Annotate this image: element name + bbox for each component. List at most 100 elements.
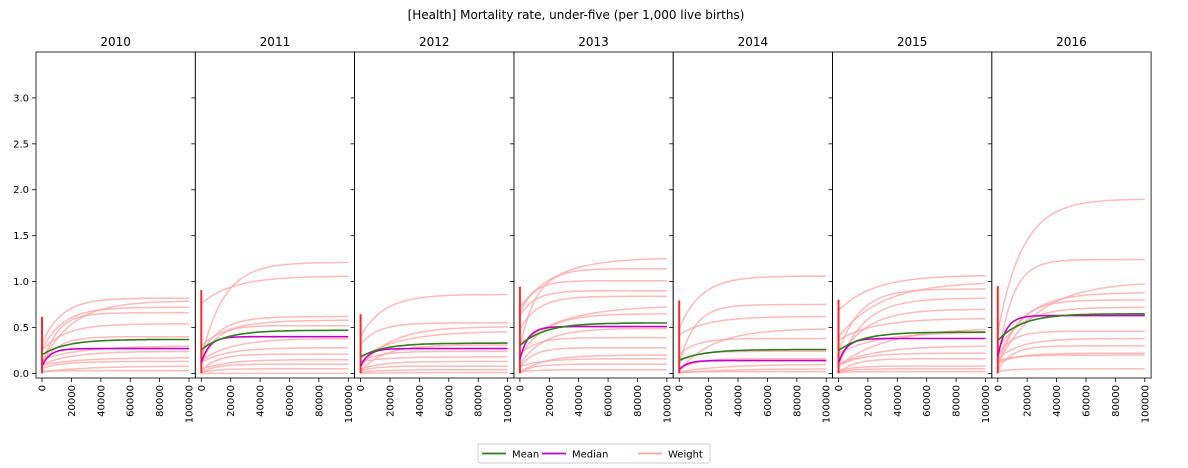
x-tick-label: 0	[356, 385, 367, 391]
x-tick-label: 80000	[155, 385, 166, 417]
weight-line	[41, 335, 189, 365]
weight-line	[997, 283, 1145, 364]
x-tick-label: 100000	[1140, 385, 1151, 423]
panels: 2010 0 20000 40000 60000 80000 100000 0.0 0.5 1.0…	[13, 35, 1152, 423]
y-tick-label: 1.0	[13, 277, 29, 288]
x-tick-label: 60000	[126, 385, 137, 417]
x-tick-label: 60000	[1082, 385, 1093, 417]
mean-line	[997, 313, 1145, 342]
panel-2014: 2014 0 20000 40000 60000 80000 100000	[669, 35, 833, 423]
x-tick-label: 100000	[662, 385, 673, 423]
weight-line	[837, 274, 986, 312]
panel-2012: 2012 0 20000 40000 60000 80000 100000	[350, 35, 515, 423]
median-line	[41, 347, 189, 367]
y-tick-label: 1.5	[13, 231, 29, 242]
x-tick-label: 0	[993, 385, 1004, 391]
panel-title: 2010	[100, 35, 131, 49]
x-tick-label: 40000	[415, 385, 426, 417]
panel-title: 2012	[419, 35, 450, 49]
legend-label: Mean	[512, 449, 539, 460]
median-line	[678, 359, 827, 371]
x-tick-label: 0	[675, 385, 686, 391]
panel-frame	[194, 51, 356, 379]
median-line	[359, 347, 508, 367]
weight-line	[201, 358, 349, 371]
weight-line	[997, 368, 1145, 373]
weight-line	[200, 261, 349, 359]
x-tick-label: 80000	[952, 385, 963, 417]
y-tick-label: 0.5	[13, 323, 29, 334]
weight-line	[997, 354, 1145, 362]
weight-line	[997, 258, 1145, 362]
mean-line	[678, 348, 827, 362]
weight-line	[360, 322, 508, 345]
weight-line	[997, 345, 1145, 371]
x-tick-label: 40000	[893, 385, 904, 417]
weight-line	[678, 315, 827, 336]
x-tick-label: 40000	[734, 385, 745, 417]
weight-line	[519, 346, 667, 368]
x-tick-label: 20000	[545, 385, 556, 417]
weight-line	[837, 288, 986, 353]
weight-line	[41, 306, 189, 350]
x-tick-label: 40000	[96, 385, 107, 417]
weight-line	[997, 292, 1145, 360]
panel-2015: 2015 0 20000 40000 60000 80000 100000	[828, 35, 993, 423]
weight-line	[41, 369, 189, 373]
panel-title: 2011	[260, 35, 291, 49]
panel-frame	[354, 51, 515, 379]
x-tick-label: 100000	[503, 385, 514, 423]
weight-line	[360, 350, 508, 363]
x-tick-label: 20000	[226, 385, 237, 417]
legend-label: Median	[572, 449, 608, 460]
weight-line	[678, 337, 827, 355]
x-tick-label: 80000	[792, 385, 803, 417]
weight-line	[838, 345, 986, 365]
y-tick-label: 0.0	[13, 369, 29, 380]
weight-line	[360, 365, 508, 372]
weight-line	[200, 315, 349, 355]
weight-line	[201, 368, 349, 374]
legend: Mean Median Weight	[477, 443, 711, 464]
x-tick-label: 100000	[344, 385, 355, 423]
x-tick-label: 60000	[604, 385, 615, 417]
legend-item-mean: Mean	[482, 449, 539, 460]
weight-line	[200, 363, 349, 374]
panel-2013: 2013 0 20000 40000 60000 80000 100000	[509, 35, 674, 423]
weight-line	[360, 356, 508, 363]
x-tick-label: 80000	[633, 385, 644, 417]
chart-title: [Health] Mortality rate, under-five (per…	[408, 8, 745, 22]
legend-item-weight: Weight	[638, 449, 703, 460]
weight-line	[360, 360, 508, 370]
x-tick-label: 0	[515, 385, 526, 391]
weight-line	[519, 368, 667, 373]
y-tick-label: 3.0	[13, 93, 29, 104]
x-tick-label: 20000	[386, 385, 397, 417]
weight-line	[519, 279, 667, 314]
x-tick-label: 0	[834, 385, 845, 391]
x-tick-label: 40000	[1052, 385, 1063, 417]
weight-line	[41, 350, 189, 366]
weight-line	[519, 336, 667, 355]
weight-line	[41, 357, 189, 367]
weight-line	[679, 370, 827, 374]
x-tick-label: 60000	[763, 385, 774, 417]
x-tick-label: 80000	[1111, 385, 1122, 417]
weight-line	[997, 198, 1145, 333]
panel-frame	[991, 51, 1152, 379]
x-tick-label: 80000	[474, 385, 485, 417]
legend-item-median: Median	[542, 449, 608, 460]
weight-line	[997, 330, 1145, 356]
x-tick-label: 60000	[922, 385, 933, 417]
weight-line	[200, 353, 349, 371]
mean-line	[519, 322, 667, 347]
weight-line	[678, 275, 827, 329]
panel-title: 2013	[578, 35, 609, 49]
y-tick-label: 2.0	[13, 185, 29, 196]
weight-line	[519, 295, 667, 330]
weight-line	[837, 297, 986, 367]
x-tick-label: 100000	[981, 385, 992, 423]
y-tick-label: 2.5	[13, 139, 29, 150]
weight-line	[360, 326, 508, 368]
